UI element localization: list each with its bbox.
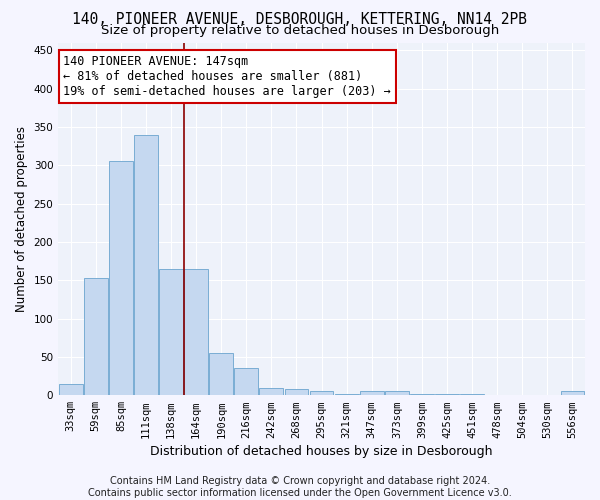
Bar — [209, 353, 233, 395]
Bar — [84, 278, 108, 395]
Bar — [59, 384, 83, 395]
Bar — [134, 134, 158, 395]
Bar — [560, 392, 584, 395]
Bar — [410, 394, 434, 395]
Bar — [335, 394, 359, 395]
Bar — [360, 392, 383, 395]
Bar — [385, 392, 409, 395]
Bar — [284, 389, 308, 395]
Text: 140, PIONEER AVENUE, DESBOROUGH, KETTERING, NN14 2PB: 140, PIONEER AVENUE, DESBOROUGH, KETTERI… — [73, 12, 527, 28]
Text: 140 PIONEER AVENUE: 147sqm
← 81% of detached houses are smaller (881)
19% of sem: 140 PIONEER AVENUE: 147sqm ← 81% of deta… — [64, 55, 391, 98]
Bar — [184, 268, 208, 395]
Bar — [435, 394, 459, 395]
Bar — [235, 368, 258, 395]
Bar — [159, 268, 183, 395]
Bar — [310, 392, 334, 395]
Bar — [109, 162, 133, 395]
Bar — [460, 394, 484, 395]
Text: Size of property relative to detached houses in Desborough: Size of property relative to detached ho… — [101, 24, 499, 37]
X-axis label: Distribution of detached houses by size in Desborough: Distribution of detached houses by size … — [151, 444, 493, 458]
Y-axis label: Number of detached properties: Number of detached properties — [15, 126, 28, 312]
Bar — [259, 388, 283, 395]
Text: Contains HM Land Registry data © Crown copyright and database right 2024.
Contai: Contains HM Land Registry data © Crown c… — [88, 476, 512, 498]
